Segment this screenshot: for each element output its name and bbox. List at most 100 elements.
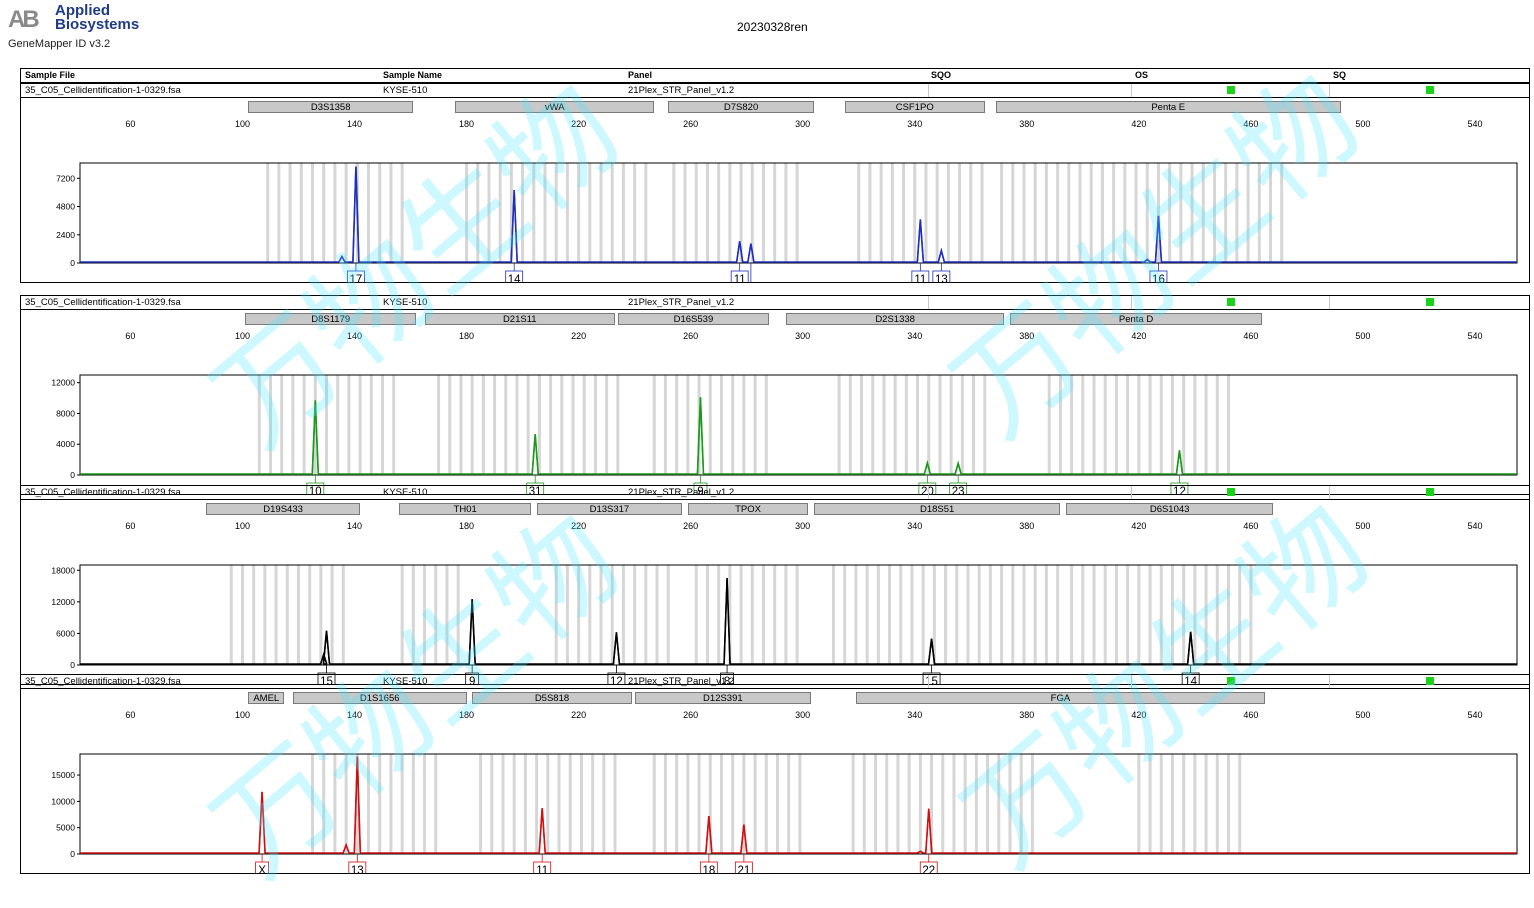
- allele-label[interactable]: 31: [529, 486, 542, 494]
- allele-label-box[interactable]: [720, 672, 734, 684]
- allele-label-box[interactable]: [607, 672, 626, 684]
- allele-label[interactable]: 15: [925, 676, 938, 684]
- allele-label[interactable]: 12: [1173, 486, 1186, 494]
- allele-bin: [1215, 754, 1219, 854]
- allele-bin: [263, 565, 267, 665]
- locus-d12s391[interactable]: D12S391: [634, 692, 812, 704]
- allele-label[interactable]: 11: [734, 274, 746, 282]
- allele-bin: [663, 375, 667, 475]
- allele-bin: [369, 375, 373, 475]
- allele-label[interactable]: 9: [469, 676, 475, 684]
- allele-label[interactable]: 22: [922, 865, 935, 873]
- x-tick-label: 380: [1019, 119, 1034, 129]
- allele-label-box[interactable]: [911, 270, 930, 282]
- y-tick-label: 5000: [56, 823, 75, 833]
- x-tick-label: 220: [571, 710, 586, 720]
- allele-label-box[interactable]: [255, 861, 269, 873]
- allele-label[interactable]: X: [258, 865, 266, 873]
- locus-d16s539[interactable]: D16S539: [617, 313, 770, 325]
- allele-bin: [1067, 163, 1071, 263]
- allele-label-box[interactable]: [922, 672, 941, 684]
- locus-d3s1358[interactable]: D3S1358: [248, 101, 414, 113]
- sample-name: KYSE-510: [383, 487, 428, 498]
- allele-label-box[interactable]: [949, 482, 968, 494]
- locus-penta-d[interactable]: Penta D: [1009, 313, 1263, 325]
- allele-label-box[interactable]: [348, 861, 367, 873]
- allele-label[interactable]: 9: [697, 486, 703, 494]
- allele-label[interactable]: 17: [350, 274, 363, 282]
- allele-bin: [546, 754, 550, 854]
- allele-bin: [333, 754, 337, 854]
- allele-label[interactable]: 15: [320, 676, 333, 684]
- x-tick-label: 300: [795, 521, 810, 531]
- allele-label-box[interactable]: [465, 672, 480, 684]
- allele-label-box[interactable]: [919, 861, 938, 873]
- allele-label-box[interactable]: [526, 482, 545, 494]
- locus-d7s820[interactable]: D7S820: [668, 101, 814, 113]
- locus-tpox[interactable]: TPOX: [687, 503, 809, 515]
- locus-d19s433[interactable]: D19S433: [206, 503, 361, 515]
- allele-bin: [521, 163, 525, 263]
- allele-bin: [1215, 565, 1219, 665]
- locus-fga[interactable]: FGA: [855, 692, 1265, 704]
- allele-bin: [969, 163, 973, 263]
- allele-label[interactable]: 20: [921, 486, 934, 494]
- peak: [923, 460, 932, 475]
- allele-label[interactable]: 18: [702, 865, 715, 873]
- locus-penta-e[interactable]: Penta E: [995, 101, 1341, 113]
- allele-label-box[interactable]: [505, 270, 524, 282]
- allele-bin: [355, 754, 359, 854]
- allele-bin: [1092, 565, 1096, 665]
- x-tick-label: 140: [347, 331, 362, 341]
- allele-bin: [1070, 375, 1074, 475]
- locus-d6s1043[interactable]: D6S1043: [1066, 503, 1274, 515]
- allele-label[interactable]: 13: [351, 865, 364, 873]
- plot-frame: [79, 162, 1518, 264]
- allele-label-box[interactable]: [918, 482, 937, 494]
- allele-bin: [411, 565, 415, 665]
- allele-bin: [1058, 375, 1062, 475]
- locus-d18s51[interactable]: D18S51: [813, 503, 1061, 515]
- peak: [258, 791, 266, 854]
- allele-label-box[interactable]: [1149, 270, 1168, 282]
- allele-label-box[interactable]: [533, 861, 552, 873]
- allele-label[interactable]: 12: [610, 676, 623, 684]
- allele-label-box[interactable]: [730, 270, 749, 282]
- allele-label[interactable]: 14: [1184, 676, 1197, 684]
- allele-bin: [753, 375, 757, 475]
- allele-label[interactable]: 13: [935, 274, 948, 282]
- allele-label-box[interactable]: [306, 482, 325, 494]
- allele-label[interactable]: 11: [536, 865, 548, 873]
- allele-label[interactable]: 11: [914, 274, 926, 282]
- locus-d8s1179[interactable]: D8S1179: [245, 313, 417, 325]
- allele-label-box[interactable]: [347, 270, 365, 282]
- allele-bin: [1008, 754, 1012, 854]
- allele-label[interactable]: 16: [1152, 274, 1165, 282]
- locus-amel[interactable]: AMEL: [248, 692, 285, 704]
- allele-label-box[interactable]: [734, 861, 753, 873]
- locus-d1s1656[interactable]: D1S1656: [292, 692, 467, 704]
- allele-label[interactable]: 10: [309, 486, 322, 494]
- x-tick-label: 340: [907, 119, 922, 129]
- locus-th01[interactable]: TH01: [399, 503, 531, 515]
- allele-label[interactable]: 21: [737, 865, 750, 873]
- locus-vwa[interactable]: vWA: [455, 101, 655, 113]
- electropherogram-plot: 60 100 140 180 220 260 300 340 380 420 460 500 540 0 5…: [51, 710, 1518, 873]
- allele-label-box[interactable]: [699, 861, 718, 873]
- locus-d5s818[interactable]: D5S818: [472, 692, 632, 704]
- allele-label-box[interactable]: [1170, 482, 1189, 494]
- locus-d2s1338[interactable]: D2S1338: [785, 313, 1005, 325]
- allele-label-box[interactable]: [932, 270, 951, 282]
- allele-label-box[interactable]: [693, 482, 708, 494]
- info-divider: [1131, 675, 1132, 688]
- allele-label[interactable]: 8: [724, 676, 730, 684]
- locus-d13s317[interactable]: D13S317: [536, 503, 683, 515]
- allele-bin: [879, 163, 883, 263]
- allele-label-box[interactable]: [1181, 672, 1200, 684]
- allele-label[interactable]: 23: [952, 486, 965, 494]
- allele-label[interactable]: 14: [508, 274, 521, 282]
- locus-csf1po[interactable]: CSF1PO: [844, 101, 985, 113]
- allele-bin: [498, 163, 502, 263]
- locus-d21s11[interactable]: D21S11: [424, 313, 615, 325]
- allele-label-box[interactable]: [317, 672, 336, 684]
